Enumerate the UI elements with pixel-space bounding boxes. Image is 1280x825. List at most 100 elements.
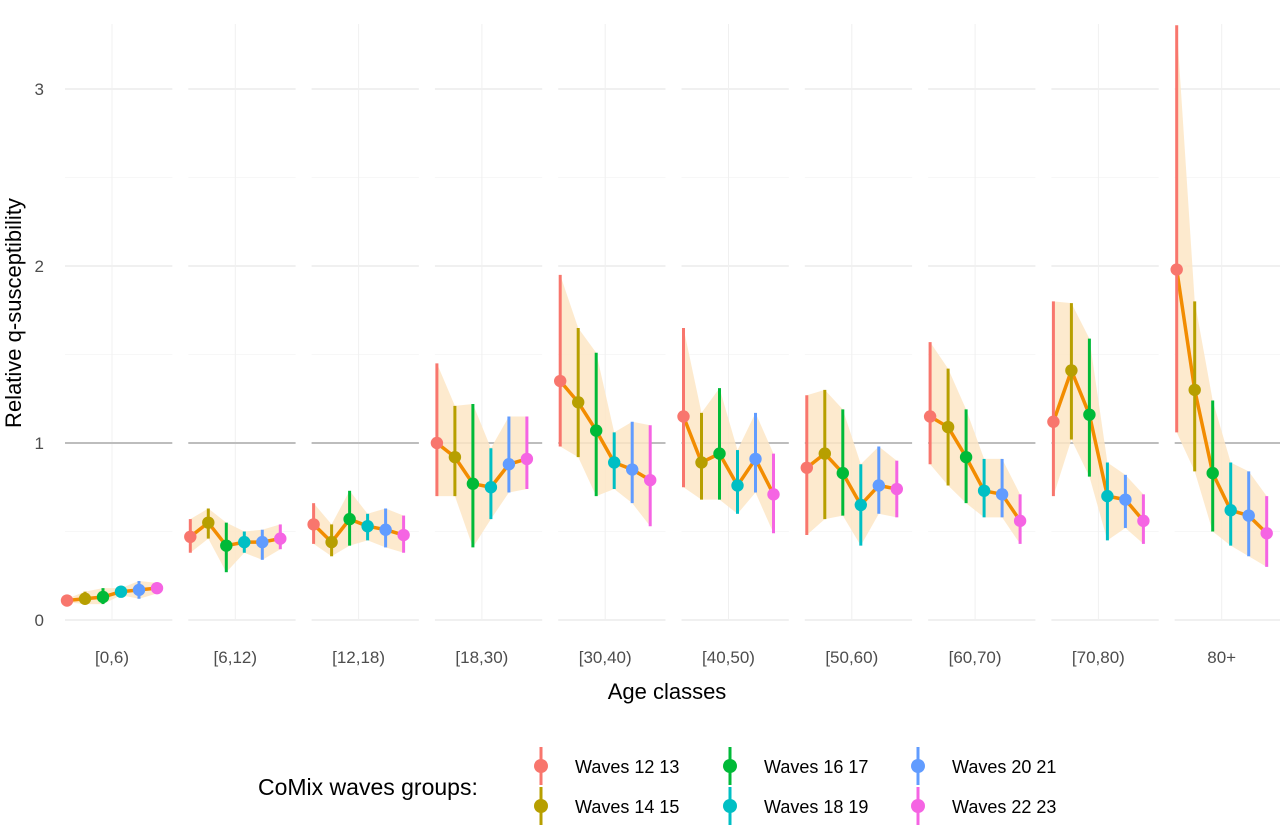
data-point <box>520 452 534 466</box>
legend-label: Waves 20 21 <box>952 757 1056 777</box>
data-point <box>1170 263 1183 276</box>
data-point <box>220 539 233 552</box>
data-point <box>1101 489 1114 503</box>
data-point <box>977 484 991 497</box>
trend-line <box>681 415 776 496</box>
confidence-band <box>683 327 774 534</box>
data-point <box>1260 527 1273 540</box>
x-tick-label: [12,18) <box>332 648 385 667</box>
data-point <box>150 581 164 595</box>
data-point <box>590 424 603 437</box>
y-axis-ticks: 0 1 2 3 <box>35 80 44 630</box>
data-point <box>749 452 762 466</box>
data-point <box>695 456 708 469</box>
x-tick-label: [6,12) <box>214 648 257 667</box>
data-point <box>941 420 955 434</box>
legend-key-point <box>911 759 925 773</box>
data-point <box>238 535 251 549</box>
legend-label: Waves 14 15 <box>575 797 679 817</box>
data-point <box>626 463 639 476</box>
x-tick-label: [40,50) <box>702 648 755 667</box>
data-point <box>202 516 215 529</box>
legend-item: Waves 14 15 <box>534 787 679 825</box>
y-tick-label: 2 <box>35 257 44 276</box>
data-point <box>184 530 197 544</box>
data-point <box>1188 383 1201 397</box>
data-point <box>872 479 885 492</box>
confidence-band <box>806 389 897 546</box>
data-point <box>397 528 410 542</box>
data-point <box>78 592 92 605</box>
legend-label: Waves 22 23 <box>952 797 1056 817</box>
data-point <box>307 518 320 531</box>
grid-layer <box>65 24 1280 621</box>
legend-item: Waves 12 13 <box>534 747 679 785</box>
legend-key-point <box>723 799 737 813</box>
data-point <box>430 436 444 450</box>
data-point <box>343 512 356 526</box>
data-point <box>923 410 937 423</box>
data-point <box>1224 504 1237 517</box>
x-tick-label: 80+ <box>1207 648 1236 667</box>
data-point <box>60 594 74 607</box>
legend-item: Waves 20 21 <box>911 747 1056 785</box>
data-point <box>836 466 849 480</box>
data-point <box>256 535 269 549</box>
legend-item: Waves 16 17 <box>723 747 868 785</box>
data-point <box>854 498 867 512</box>
x-tick-label: [18,30) <box>455 648 508 667</box>
confidence-band <box>1176 25 1267 567</box>
legend-key-point <box>723 759 737 773</box>
data-point <box>1013 514 1027 528</box>
data-point <box>644 473 657 487</box>
data-point <box>502 458 516 471</box>
data-point <box>608 456 621 469</box>
data-point <box>677 410 690 423</box>
y-tick-label: 0 <box>35 611 44 630</box>
data-point <box>1137 514 1150 528</box>
x-axis-title: Age classes <box>608 679 727 704</box>
data-point <box>800 461 813 474</box>
data-point <box>767 488 780 501</box>
x-tick-label: [0,6) <box>95 648 129 667</box>
data-point <box>1083 408 1096 421</box>
legend-title: CoMix waves groups: <box>258 774 478 800</box>
data-point <box>890 482 903 496</box>
y-axis-title: Relative q-susceptibility <box>1 198 26 428</box>
data-point <box>325 535 338 549</box>
x-tick-label: [30,40) <box>579 648 632 667</box>
data-point <box>379 523 392 536</box>
data-point <box>1119 493 1132 506</box>
data-point <box>1047 415 1060 428</box>
x-axis-ticks: [0,6) [6,12) [12,18) [18,30) [30,40) [40,50) [… <box>95 648 1236 667</box>
confidence-band-layer <box>67 25 1267 605</box>
legend: Waves 12 13 Waves 14 15 Waves 16 17 Waves 1… <box>534 747 1056 825</box>
data-point <box>554 374 567 388</box>
data-point <box>132 583 146 597</box>
data-point <box>466 477 480 490</box>
data-point <box>572 396 585 409</box>
data-point <box>959 450 973 464</box>
data-point <box>448 450 462 464</box>
legend-item: Waves 22 23 <box>911 787 1056 825</box>
legend-key-point <box>534 799 548 813</box>
y-tick-label: 1 <box>35 434 44 453</box>
data-point <box>361 519 374 533</box>
confidence-band <box>560 274 651 527</box>
legend-item: Waves 18 19 <box>723 787 868 825</box>
data-point <box>484 481 498 494</box>
confidence-band <box>1053 301 1144 544</box>
legend-label: Waves 18 19 <box>764 797 868 817</box>
data-point <box>1206 466 1219 480</box>
confidence-band <box>436 363 527 548</box>
error-bar-layer <box>65 25 1269 605</box>
data-point <box>1065 364 1078 377</box>
data-point <box>96 590 110 604</box>
x-tick-label: [60,70) <box>949 648 1002 667</box>
data-point <box>731 479 744 492</box>
x-tick-label: [70,80) <box>1072 648 1125 667</box>
legend-label: Waves 12 13 <box>575 757 679 777</box>
data-point <box>274 532 287 545</box>
legend-label: Waves 16 17 <box>764 757 868 777</box>
